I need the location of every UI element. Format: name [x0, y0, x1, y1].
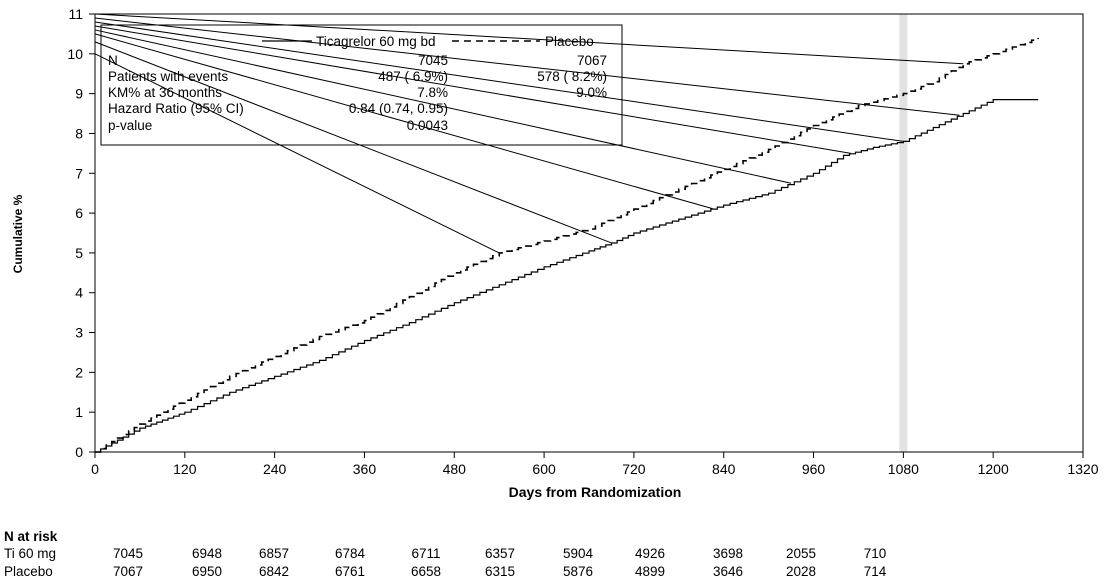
y-tick-label: 2	[75, 364, 83, 380]
x-tick-label: 960	[802, 461, 826, 477]
leader-lines	[94, 13, 964, 254]
legend-col-placebo: Placebo	[545, 34, 594, 49]
x-tick-label: 840	[712, 461, 736, 477]
risk-value: 3698	[713, 546, 743, 561]
legend-value-ticagrelor: 0.84 (0.74, 0.95)	[349, 101, 448, 116]
risk-value: 6857	[259, 546, 289, 561]
legend-row-label: Patients with events	[108, 69, 228, 84]
legend-value-placebo: 7067	[577, 53, 607, 68]
y-axis-title: Cumulative %	[11, 194, 25, 273]
risk-value: 4926	[635, 546, 665, 561]
y-tick-label: 5	[75, 245, 83, 261]
risk-value: 6658	[411, 564, 441, 579]
legend-frame	[100, 24, 623, 146]
y-tick-label: 9	[75, 86, 83, 102]
x-tick-label: 720	[622, 461, 646, 477]
y-tick-label: 4	[75, 285, 83, 301]
risk-table-title: N at risk	[4, 529, 58, 544]
risk-value: 5876	[563, 564, 593, 579]
series-layer	[95, 37, 1039, 453]
x-axis-ticks: 0 120 240 360 480 600 720 840 960 1080 1200 1320	[91, 452, 1099, 477]
risk-row-label: Placebo	[4, 564, 53, 579]
risk-value: 6761	[335, 564, 365, 579]
risk-value: 2055	[786, 546, 816, 561]
y-tick-label: 1	[75, 404, 83, 420]
legend-row-label: p-value	[108, 118, 152, 133]
legend-value-placebo: 9.0%	[576, 85, 607, 100]
risk-value: 6950	[192, 564, 222, 579]
risk-table-rows: Ti 60 mg 7045 6948 6857 6784 6711 6357 5904 4926…	[4, 546, 887, 579]
x-tick-label: 120	[173, 461, 197, 477]
y-tick-label: 7	[75, 165, 83, 181]
x-tick-label: 360	[353, 461, 377, 477]
risk-value: 3646	[713, 564, 743, 579]
leader-line	[94, 25, 852, 154]
leader-line	[94, 29, 792, 184]
x-tick-label: 480	[443, 461, 467, 477]
x-tick-label: 240	[263, 461, 287, 477]
risk-value: 6711	[411, 546, 440, 561]
legend-row-label: Hazard Ratio (95% CI)	[108, 101, 244, 116]
y-tick-label: 0	[75, 444, 83, 460]
y-axis-ticks: 0 1 2 3 4 5 6 7 8 9 10 11	[67, 6, 95, 460]
plot-frame	[94, 13, 1084, 453]
x-tick-label: 1320	[1067, 461, 1098, 477]
x-tick-label: 1080	[888, 461, 919, 477]
risk-value: 6357	[485, 546, 515, 561]
risk-table: N at risk Ti 60 mg 7045 6948 6857 6784 6711 63…	[4, 529, 887, 579]
leader-line	[94, 17, 960, 116]
y-tick-label: 11	[68, 6, 83, 22]
leader-line	[94, 41, 612, 244]
legend-rows: N 7045 7067 Patients with events 487 ( 6.9%)…	[108, 53, 607, 133]
legend-value-placebo: 578 ( 8.2%)	[537, 69, 607, 84]
legend-col-ticagrelor: Ticagrelor 60 mg bd	[316, 34, 436, 49]
leader-line	[94, 21, 904, 142]
y-tick-label: 8	[75, 125, 83, 141]
risk-value: 5904	[563, 546, 594, 561]
legend-value-ticagrelor: 7.8%	[417, 85, 448, 100]
x-tick-label: 600	[532, 461, 556, 477]
risk-value: 6784	[335, 546, 366, 561]
y-tick-label: 3	[75, 325, 83, 341]
risk-value: 7067	[113, 564, 143, 579]
legend-row-label: KM% at 36 months	[108, 85, 222, 100]
series-placebo-line	[95, 37, 1039, 453]
risk-value: 6948	[192, 546, 222, 561]
risk-value: 714	[864, 564, 887, 579]
x-tick-label: 0	[91, 461, 99, 477]
risk-row-label: Ti 60 mg	[4, 546, 56, 561]
risk-value: 710	[864, 546, 887, 561]
legend-value-ticagrelor: 487 ( 6.9%)	[378, 69, 448, 84]
y-tick-label: 6	[75, 205, 83, 221]
risk-value: 6842	[259, 564, 289, 579]
risk-value: 2028	[786, 564, 816, 579]
x-axis-title: Days from Randomization	[509, 484, 682, 500]
reference-band-1080	[899, 14, 908, 452]
risk-value: 6315	[485, 564, 515, 579]
leader-line	[94, 53, 500, 254]
legend-value-ticagrelor: 7045	[418, 53, 448, 68]
series-ticagrelor-line	[95, 99, 1039, 453]
legend-box: Ticagrelor 60 mg bd Placebo N 7045 7067 Pat…	[100, 24, 623, 146]
leader-line	[94, 33, 713, 210]
leader-line	[94, 13, 964, 65]
risk-value: 7045	[113, 546, 143, 561]
x-tick-label: 1200	[978, 461, 1009, 477]
legend-row-label: N	[108, 53, 118, 68]
y-tick-label: 10	[67, 46, 83, 62]
risk-value: 4899	[635, 564, 665, 579]
legend-value-ticagrelor: 0.0043	[407, 118, 448, 133]
